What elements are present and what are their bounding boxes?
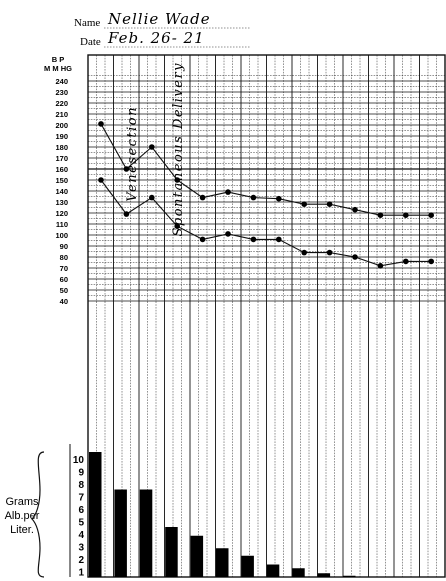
diastolic-point [327,250,333,256]
legend-line-1: Grams [6,496,40,508]
albumin-tick-label: 1 [78,568,84,579]
albumin-tick-label: 2 [78,555,84,566]
y-axis-title-line1: B P [52,55,65,64]
albumin-secondary-tick-label: 50 [60,286,68,295]
name-value: Nellie Wade [107,10,211,28]
albumin-secondary-tick-label: 80 [60,253,68,262]
albumin-tick-label: 4 [78,530,84,541]
albumin-secondary-tick-label: 40 [60,297,68,306]
albumin-bar [318,573,331,577]
bp-tick-label: 220 [55,99,68,108]
date-value: Feb. 26- 21 [107,29,205,47]
bp-tick-label: 210 [55,110,68,119]
systolic-point [352,207,358,213]
albumin-tick-label: 8 [78,480,84,491]
systolic-point [276,196,282,202]
diastolic-point [225,231,231,237]
albumin-bar [292,568,305,577]
diastolic-point [124,211,130,217]
albumin-bar [343,576,356,577]
systolic-point [327,201,333,207]
diastolic-point [352,254,358,260]
legend-line-3: Liter. [10,524,34,536]
albumin-tick-labels: 10 98 76 54 32 1 80 70 60 50 40 [60,253,85,579]
diastolic-point [276,237,282,243]
diastolic-point [251,237,257,243]
bp-tick-label: 160 [55,165,68,174]
albumin-bar [241,556,254,577]
albumin-bar [114,490,127,578]
albumin-tick-label: 5 [78,518,84,529]
albumin-bar [165,527,178,577]
diastolic-point [200,237,206,243]
bp-tick-label: 110 [56,220,68,229]
albumin-tick-label: 7 [78,493,84,504]
systolic-point [428,212,434,218]
albumin-bar [191,536,204,577]
diastolic-point [403,259,409,265]
bp-tick-label: 120 [55,209,68,218]
systolic-point [378,212,384,218]
diastolic-point [378,263,384,269]
bp-tick-label: 130 [55,198,68,207]
diastolic-point [301,250,307,256]
bp-tick-labels: 240 230 220 210 200 190 180 170 160 150 140 130 120 1… [55,77,68,251]
albumin-bar [267,565,280,578]
albumin-bar [216,548,229,577]
diastolic-point [98,177,104,183]
bp-tick-label: 150 [55,176,68,185]
albumin-tick-label: 3 [78,543,84,554]
systolic-point [200,195,206,201]
systolic-point [98,121,104,127]
diastolic-point [149,195,155,201]
bp-tick-label: 190 [55,132,68,141]
diastolic-point [428,259,434,265]
y-axis-title-line2: M M HG [44,64,72,73]
systolic-point [149,144,155,150]
albumin-bar [89,452,102,577]
date-label: Date [80,36,101,48]
systolic-point [301,201,307,207]
albumin-secondary-tick-label: 70 [60,264,68,273]
bp-tick-label: 90 [60,242,68,251]
albumin-secondary-tick-label: 60 [60,275,68,284]
systolic-point [225,189,231,195]
bp-tick-label: 230 [55,88,68,97]
annotation-spontaneous-delivery: Spontaneous Delivery [171,62,186,237]
albumin-tick-label: 9 [78,468,84,479]
albumin-tick-label: 6 [78,505,84,516]
bp-tick-label: 170 [55,154,68,163]
bp-tick-label: 180 [55,143,68,152]
bp-tick-label: 200 [55,121,68,130]
albumin-bars [89,452,356,577]
bp-tick-label: 100 [55,231,68,240]
systolic-point [403,212,409,218]
name-label: Name [74,17,100,29]
albumin-bar [140,490,153,578]
albumin-tick-label: 10 [73,455,85,466]
annotation-venesection: Venesection [125,106,140,202]
bp-tick-label: 240 [55,77,68,86]
systolic-point [251,195,257,201]
albumin-legend: Grams Alb.per Liter. [5,452,44,577]
bp-tick-label: 140 [55,187,68,196]
